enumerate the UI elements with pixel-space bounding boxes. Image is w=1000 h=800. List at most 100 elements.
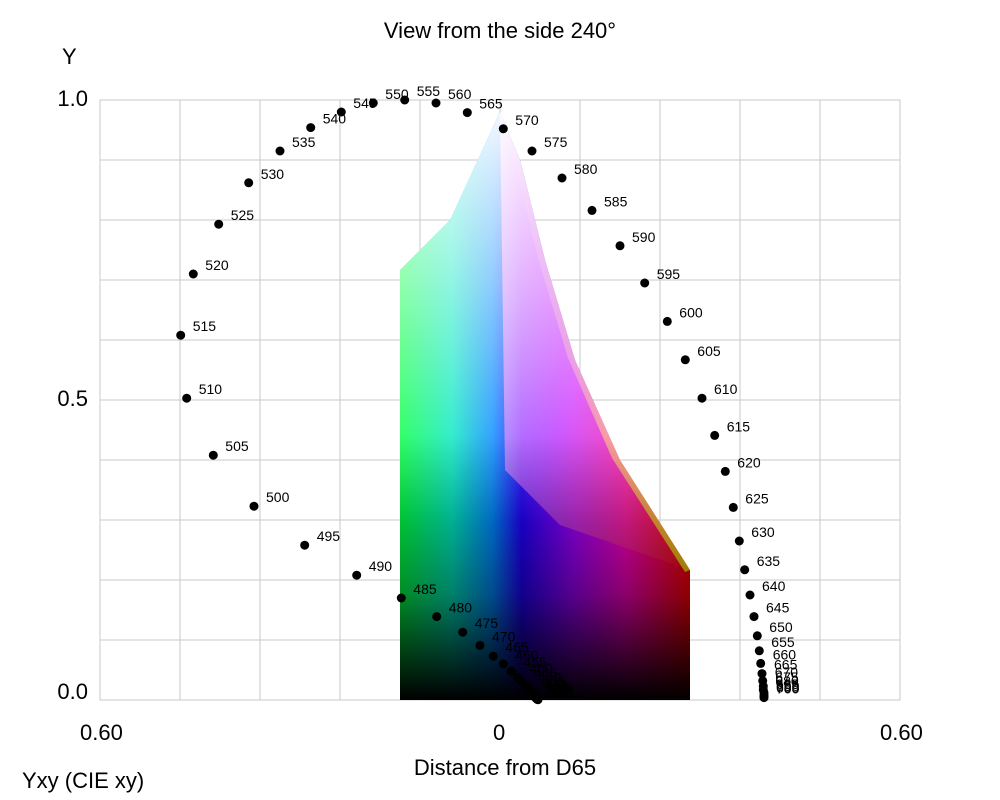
locus-point — [587, 205, 597, 215]
locus-wavelength-label: 615 — [727, 418, 751, 434]
locus-wavelength-label: 515 — [193, 318, 217, 334]
locus-wavelength-label: 420 — [547, 680, 571, 696]
locus-wavelength-label: 675 — [775, 669, 799, 685]
x-axis-label: Distance from D65 — [413, 755, 597, 780]
locus-point — [188, 269, 198, 279]
locus-point — [759, 693, 769, 703]
locus-point — [720, 466, 730, 476]
chart-title: View from the side 240° — [383, 18, 617, 43]
locus-wavelength-label: 400 — [550, 683, 574, 699]
locus-wavelength-label: 600 — [679, 304, 703, 320]
locus-wavelength-label: 670 — [775, 664, 799, 680]
locus-wavelength-label: 490 — [369, 558, 393, 574]
locus-wavelength-label: 585 — [604, 193, 628, 209]
locus-wavelength-label: 645 — [766, 600, 790, 616]
locus-point — [368, 98, 378, 108]
locus-point — [498, 124, 508, 134]
locus-wavelength-label: 440 — [538, 669, 562, 685]
locus-point — [506, 666, 516, 676]
locus-point — [300, 540, 310, 550]
locus-point — [498, 659, 508, 669]
locus-point — [728, 502, 738, 512]
locus-wavelength-label: 635 — [757, 553, 781, 569]
locus-point — [244, 178, 254, 188]
locus-point — [697, 393, 707, 403]
locus-point — [249, 501, 259, 511]
locus-wavelength-label: 480 — [449, 600, 473, 616]
locus-wavelength-label: 610 — [714, 381, 738, 397]
locus-wavelength-label: 405 — [549, 682, 573, 698]
locus-point — [533, 695, 543, 705]
locus-point — [176, 330, 186, 340]
locus-wavelength-label: 565 — [479, 96, 503, 112]
locus-point — [208, 450, 218, 460]
x-tick-label: 0.60 — [80, 720, 123, 745]
locus-point — [214, 219, 224, 229]
locus-wavelength-label: 690 — [776, 678, 800, 694]
locus-point — [527, 146, 537, 156]
locus-wavelength-label: 680 — [775, 673, 799, 689]
locus-point — [336, 107, 346, 117]
locus-wavelength-label: 700 — [776, 681, 800, 697]
locus-wavelength-label: 605 — [697, 343, 721, 359]
locus-wavelength-label: 595 — [657, 266, 681, 282]
locus-wavelength-label: 445 — [534, 665, 558, 681]
locus-point — [757, 669, 767, 679]
locus-wavelength-label: 505 — [225, 438, 249, 454]
locus-wavelength-label: 510 — [199, 381, 223, 397]
x-tick-label: 0.60 — [880, 720, 923, 745]
locus-wavelength-label: 485 — [413, 581, 437, 597]
color-space-label: Yxy (CIE xy) — [22, 768, 145, 793]
locus-point — [710, 430, 720, 440]
locus-wavelength-label: 500 — [266, 489, 290, 505]
locus-wavelength-label: 460 — [515, 647, 539, 663]
locus-point — [756, 658, 766, 668]
x-tick-label: 0 — [493, 720, 506, 745]
locus-point — [396, 593, 406, 603]
locus-wavelength-label: 415 — [548, 681, 572, 697]
locus-wavelength-label: 580 — [574, 161, 598, 177]
y-tick-label: 0.5 — [57, 386, 88, 411]
locus-wavelength-label: 530 — [261, 166, 285, 182]
locus-wavelength-label: 450 — [529, 660, 553, 676]
locus-wavelength-label: 590 — [632, 229, 656, 245]
locus-point — [458, 627, 468, 637]
locus-point — [432, 612, 442, 622]
locus-point — [488, 651, 498, 661]
locus-point — [400, 95, 410, 105]
locus-wavelength-label: 410 — [549, 682, 573, 698]
y-tick-label: 0.0 — [57, 679, 88, 704]
locus-wavelength-label: 570 — [515, 112, 539, 128]
locus-wavelength-label: 535 — [292, 134, 316, 150]
locus-point — [182, 393, 192, 403]
locus-wavelength-label: 425 — [545, 678, 569, 694]
locus-wavelength-label: 495 — [317, 528, 341, 544]
locus-wavelength-label: 620 — [737, 454, 761, 470]
locus-point — [662, 316, 672, 326]
locus-wavelength-label: 630 — [751, 524, 775, 540]
locus-wavelength-label: 525 — [231, 207, 255, 223]
locus-wavelength-label: 660 — [773, 646, 797, 662]
locus-wavelength-label: 685 — [776, 676, 800, 692]
locus-wavelength-label: 650 — [769, 619, 793, 635]
locus-wavelength-label: 560 — [448, 86, 472, 102]
y-tick-label: 1.0 — [57, 86, 88, 111]
locus-wavelength-label: 655 — [771, 634, 795, 650]
locus-wavelength-label: 435 — [541, 673, 565, 689]
locus-wavelength-label: 695 — [776, 679, 800, 695]
locus-point — [431, 98, 441, 108]
rgb-gamut-solid — [400, 112, 690, 700]
locus-wavelength-label: 470 — [492, 628, 516, 644]
locus-point — [734, 536, 744, 546]
locus-point — [275, 146, 285, 156]
locus-wavelength-label: 455 — [523, 654, 547, 670]
y-axis-label: Y — [62, 44, 77, 69]
locus-wavelength-label: 465 — [505, 639, 529, 655]
locus-wavelength-label: 640 — [762, 578, 786, 594]
locus-wavelength-label: 475 — [475, 615, 499, 631]
locus-wavelength-label: 575 — [544, 134, 568, 150]
locus-point — [352, 570, 362, 580]
